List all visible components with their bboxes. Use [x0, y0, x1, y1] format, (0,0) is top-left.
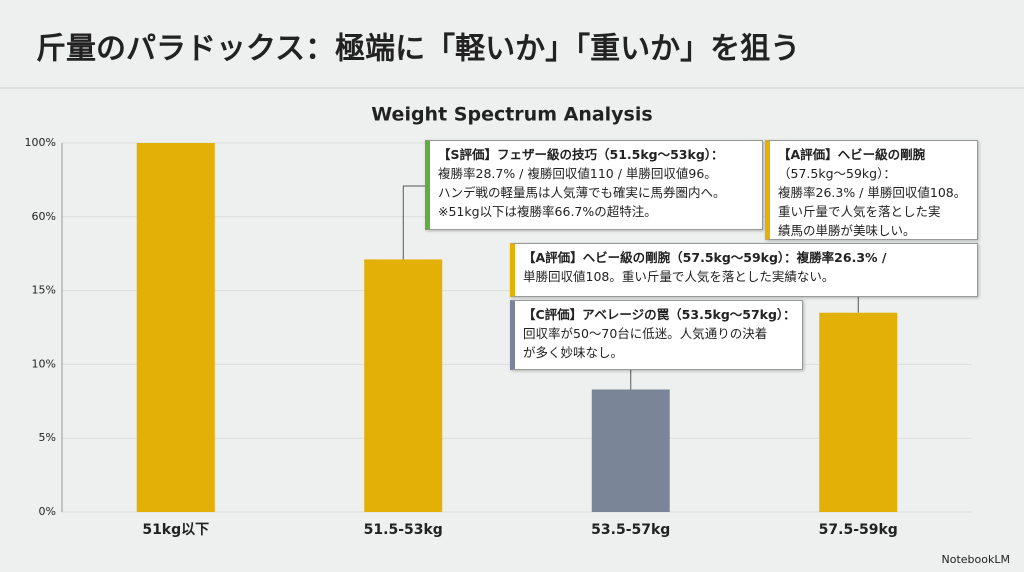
annotation-line: 複勝率26.3% / 単勝回収値108。 [778, 185, 967, 200]
annotation-line: が多く妙味なし。 [523, 345, 624, 360]
y-tick-label: 5% [39, 431, 56, 444]
annotation-line: 【S評価】フェザー級の技巧（51.5kg〜53kg）： [438, 147, 724, 162]
y-tick-label: 60% [32, 210, 56, 223]
slide-title: 斤量のパラドックス：極端に「軽いか」「重いか」を狙う [36, 32, 800, 67]
bar [591, 389, 670, 512]
x-tick-label: 57.5-59kg [819, 522, 898, 538]
bar [364, 259, 443, 512]
annotation-line: 回収率が50〜70台に低迷。人気通りの決着 [523, 326, 768, 341]
x-tick-label: 51.5-53kg [364, 522, 443, 538]
annotation-box: 【A評価】ヘビー級の剛腕 （57.5kg〜59kg）： 複勝率26.3% / 単勝回… [765, 140, 978, 240]
annotation-line: 重い斤量で人気を落とした実 [778, 204, 941, 219]
connector [402, 185, 428, 260]
x-tick-label: 53.5-57kg [591, 522, 670, 538]
y-tick-label: 10% [32, 357, 56, 370]
y-tick-label: 0% [39, 505, 56, 518]
annotation-line: 績馬の単勝が美味しい。 [778, 223, 916, 238]
bar [819, 312, 898, 512]
chart-title: Weight Spectrum Analysis [371, 104, 652, 126]
annotation-box: 【S評価】フェザー級の技巧（51.5kg〜53kg）： 複勝率28.7% / 複勝… [425, 140, 763, 230]
y-tick-label: 100% [25, 136, 56, 149]
annotation-line: 複勝率28.7% / 複勝回収値110 / 単勝回収値96。 [438, 166, 717, 181]
annotation-line: 【C評価】アベレージの罠（53.5kg〜57kg）： [523, 307, 796, 322]
annotation-box: 【A評価】ヘビー級の剛腕（57.5kg〜59kg）：複勝率26.3% / 単勝回収… [510, 243, 978, 297]
x-tick-label: 51kg以下 [142, 522, 209, 538]
annotation-line: 【A評価】ヘビー級の剛腕 [778, 147, 926, 162]
annotation-line: 単勝回収値108。重い斤量で人気を落とした実績ない。 [523, 269, 835, 284]
annotation-box: 【C評価】アベレージの罠（53.5kg〜57kg）： 回収率が50〜70台に低迷。… [510, 300, 803, 370]
annotation-line: ※51kg以下は複勝率66.7%の超特注。 [438, 204, 657, 219]
bar [136, 143, 215, 512]
annotation-line: ハンデ戦の軽量馬は人気薄でも確実に馬券圏内へ。 [438, 185, 726, 200]
annotation-line: （57.5kg〜59kg）： [778, 166, 896, 181]
footer: NotebookLM [942, 553, 1010, 566]
annotation-line: 【A評価】ヘビー級の剛腕（57.5kg〜59kg）：複勝率26.3% / [523, 250, 887, 265]
y-tick-label: 15% [32, 284, 56, 297]
